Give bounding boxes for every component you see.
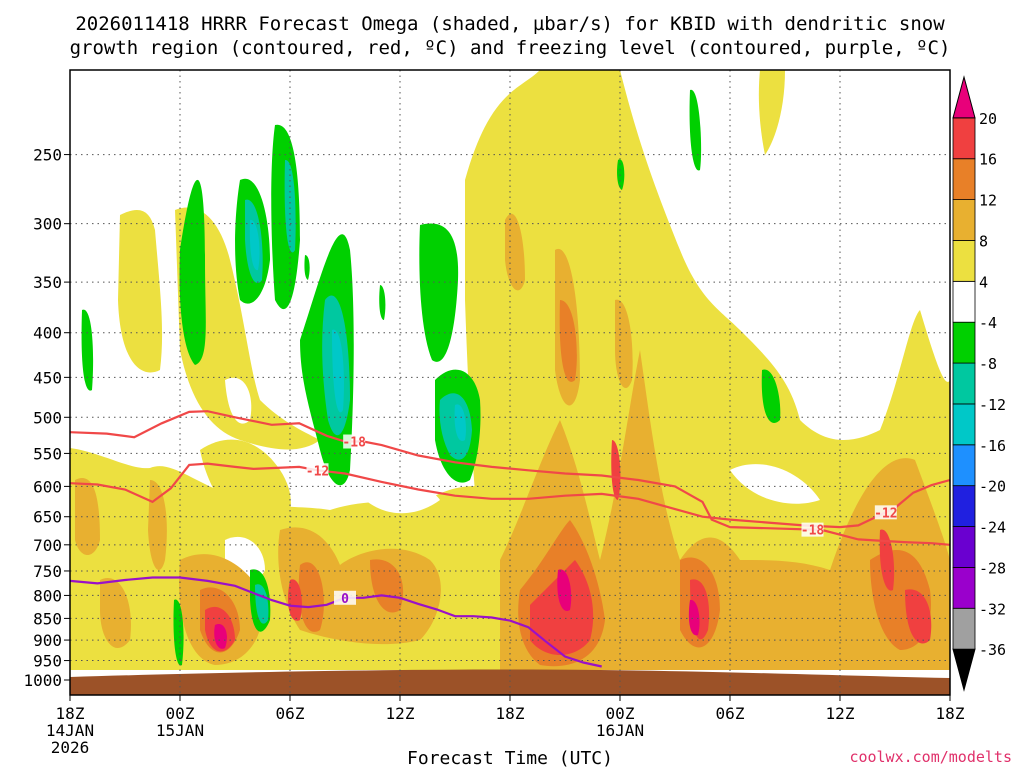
x-tick-label: 06Z	[276, 704, 305, 723]
contour-label: -12	[306, 464, 329, 479]
colorbar-swatch	[952, 321, 976, 364]
colorbar-label: -36	[979, 641, 1006, 659]
y-tick-label: 550	[33, 444, 62, 463]
colorbar-swatch	[952, 240, 976, 282]
shade-yellow-upper-mid	[175, 207, 320, 450]
shade-white-hole-1	[225, 377, 252, 424]
contour-label: -18	[342, 436, 366, 451]
x-tick-label: 12Z	[826, 704, 855, 723]
x-tick-label: 00Z	[166, 704, 195, 723]
y-tick-label: 450	[33, 368, 62, 387]
contour-label: -12	[874, 506, 897, 521]
colorbar-swatch	[952, 75, 976, 119]
contour-label-bg	[343, 434, 366, 449]
contour-label: -18	[801, 524, 825, 539]
x-tick-label: 18Z	[56, 704, 85, 723]
x-tick-label: 00Z	[606, 704, 635, 723]
y-tick-label: 900	[33, 631, 62, 650]
colorbar-swatch	[952, 485, 976, 527]
y-tick-label: 650	[33, 508, 62, 527]
x-tick-label: 14JAN	[46, 721, 94, 740]
x-tick-label: 15JAN	[156, 721, 204, 740]
colorbar-label: -16	[979, 437, 1006, 455]
colorbar-swatch	[952, 526, 976, 568]
x-axis-label: Forecast Time (UTC)	[407, 748, 613, 768]
colorbar-label: -24	[979, 519, 1006, 537]
colorbar-label: -28	[979, 559, 1006, 577]
y-tick-label: 300	[33, 215, 62, 234]
y-tick-label: 600	[33, 477, 62, 496]
shade-white-hole-3	[365, 486, 440, 514]
x-tick-label: 2026	[51, 738, 90, 757]
colorbar-swatch	[952, 117, 976, 160]
freezing-level-contour	[70, 576, 602, 668]
x-tick-label: 18Z	[936, 704, 965, 723]
colorbar-label: -4	[979, 314, 997, 332]
colorbar-label: 8	[979, 232, 988, 250]
colorbar-label: -12	[979, 396, 1006, 414]
y-tick-label: 850	[33, 609, 62, 628]
contour-label: 0	[341, 592, 349, 607]
colorbar-label: 4	[979, 273, 988, 291]
x-tick-label: 06Z	[716, 704, 745, 723]
y-tick-label: 350	[33, 273, 62, 292]
chart-title-line-2: growth region (contoured, red, ºC) and f…	[70, 37, 951, 59]
colorbar-swatch	[952, 362, 976, 405]
y-tick-label: 800	[33, 586, 62, 605]
colorbar-swatch	[952, 567, 976, 609]
colorbar-label: -32	[979, 600, 1006, 618]
y-tick-label: 700	[33, 536, 62, 555]
x-tick-label: 18Z	[496, 704, 525, 723]
chart-title-line-1: 2026011418 HRRR Forecast Omega (shaded, …	[75, 13, 945, 35]
contour-label-bg	[334, 590, 356, 605]
omega-shading	[70, 70, 950, 695]
y-axis-ticks: 250 300 350 400 450 500 550 600 650 700 750 800 850 9…	[23, 146, 70, 690]
y-tick-label: 500	[33, 408, 62, 427]
y-tick-label: 250	[33, 146, 62, 165]
colorbar-label: 20	[979, 110, 997, 128]
x-tick-label: 16JAN	[596, 721, 644, 740]
shade-orange-low-left	[75, 478, 441, 665]
contour-label-bg	[801, 522, 824, 537]
contour-label-bg	[306, 463, 329, 478]
shade-orange-right	[500, 350, 950, 670]
colorbar-swatch	[952, 444, 976, 487]
x-tick-label: 12Z	[386, 704, 415, 723]
colorbar-label: 12	[979, 192, 997, 210]
shade-red-low	[205, 440, 932, 655]
shade-yellow-upper-left	[118, 210, 163, 373]
contour-lines: -12 -12 -18 -18 0	[70, 410, 950, 668]
y-tick-label: 750	[33, 562, 62, 581]
shade-white-hole-4	[730, 464, 820, 504]
shade-darkorange-low	[200, 300, 931, 667]
credit-text: coolwx.com/modelts	[849, 748, 1012, 766]
y-tick-label: 1000	[23, 671, 62, 690]
y-tick-label: 950	[33, 652, 62, 671]
colorbar-swatch	[952, 648, 976, 692]
contour-label-bg	[874, 505, 897, 520]
colorbar-swatch	[952, 403, 976, 446]
colorbar-swatch	[952, 158, 976, 201]
shade-yellow-top-right	[758, 70, 785, 155]
colorbar-label: -8	[979, 355, 997, 373]
y-tick-label: 400	[33, 324, 62, 343]
grid-lines	[70, 70, 950, 695]
colorbar: -36 -32 -28 -24 -20 -16 -12 -8 -4 4 8 12 16 20	[952, 75, 1006, 692]
colorbar-swatch	[952, 280, 976, 323]
colorbar-swatch	[952, 199, 976, 241]
colorbar-swatch	[952, 607, 976, 650]
dgz-minus12-contour	[70, 462, 950, 529]
colorbar-label: -20	[979, 478, 1006, 496]
colorbar-label: 16	[979, 151, 997, 169]
